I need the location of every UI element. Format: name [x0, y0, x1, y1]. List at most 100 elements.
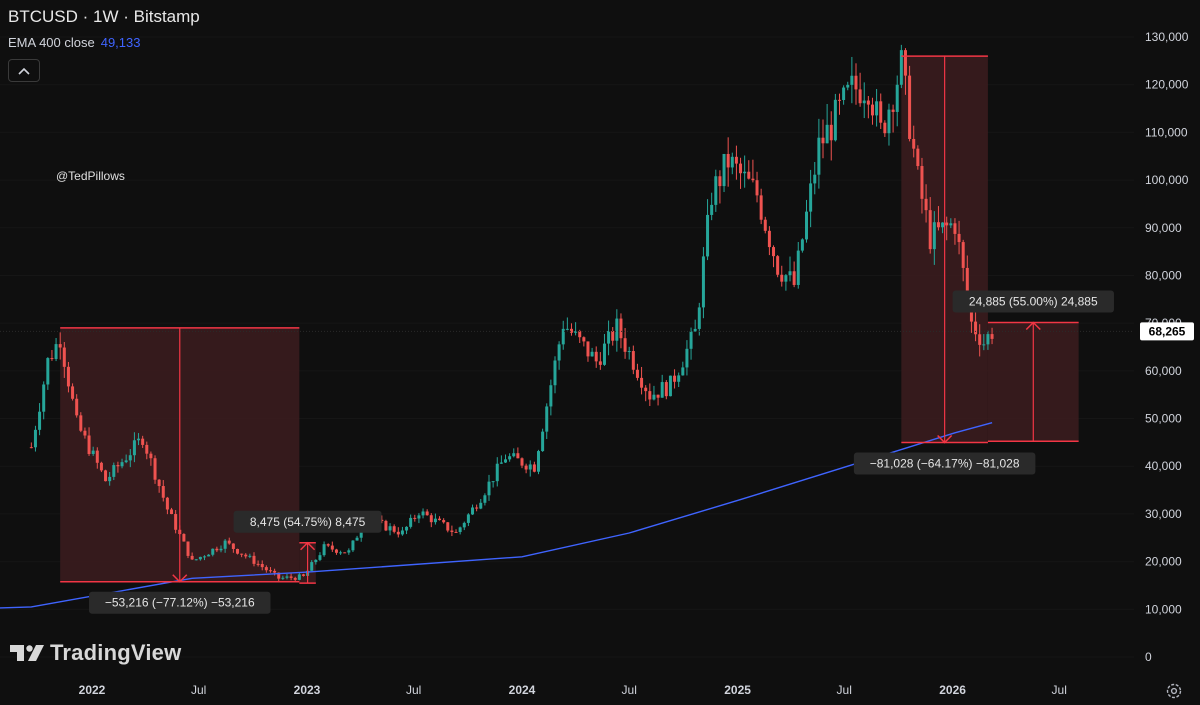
candle-body: [607, 330, 611, 344]
candle-body: [359, 530, 363, 538]
chevron-up-icon: [18, 67, 30, 75]
candle-body: [256, 563, 260, 565]
candle-body: [800, 239, 804, 251]
candle-body: [916, 148, 920, 167]
candle-body: [895, 84, 899, 112]
candle-body: [809, 183, 813, 212]
candle-body: [718, 176, 722, 187]
candle-body: [541, 431, 545, 452]
candle-body: [578, 331, 582, 338]
candle-body: [454, 531, 458, 533]
candle-body: [883, 122, 887, 134]
candle-body: [936, 222, 940, 228]
price-tick-label: 10,000: [1145, 602, 1182, 616]
candle-body: [557, 344, 561, 361]
price-tick-label: 20,000: [1145, 555, 1182, 569]
candle-body: [260, 564, 264, 568]
candle-body: [574, 331, 578, 333]
candle-body: [71, 386, 75, 399]
candle-body: [285, 576, 289, 578]
candle-body: [598, 361, 602, 365]
candle-body: [990, 334, 994, 339]
candle-body: [957, 233, 961, 243]
tradingview-logo[interactable]: TradingView: [10, 640, 181, 666]
candle-body: [730, 156, 734, 168]
candle-body: [392, 526, 396, 532]
candle-body: [33, 429, 37, 448]
candle-body: [982, 344, 986, 346]
candle-body: [759, 195, 763, 220]
candle-body: [450, 530, 454, 532]
candle-body: [660, 382, 664, 398]
candle-body: [462, 522, 466, 528]
candle-body: [132, 440, 136, 456]
candle-body: [648, 391, 652, 400]
candle-body: [928, 210, 932, 250]
candle-body: [58, 344, 62, 348]
measure-arrow-head: [172, 574, 188, 583]
candle-body: [701, 256, 705, 308]
candle-body: [429, 515, 433, 523]
candle-body: [409, 517, 413, 527]
candle-body: [817, 137, 821, 175]
candle-body: [289, 576, 293, 578]
time-tick-label: 2026: [939, 683, 966, 697]
time-tick-label: 2022: [79, 683, 106, 697]
candle-body: [644, 387, 648, 392]
candle-body: [186, 541, 190, 556]
candle-body: [903, 50, 907, 76]
candle-body: [405, 526, 409, 531]
candle-body: [602, 343, 606, 365]
measure-label-box: [233, 510, 382, 533]
candle-body: [417, 515, 421, 519]
candle-body: [924, 198, 928, 211]
candle-body: [854, 75, 858, 90]
candle-body: [227, 540, 231, 544]
candle-body: [635, 369, 639, 378]
candle-body: [273, 570, 277, 573]
time-tick-label: 2025: [724, 683, 751, 697]
candle-body: [965, 267, 969, 298]
candle-body: [223, 540, 227, 549]
candle-body: [631, 351, 635, 370]
collapse-legend-button[interactable]: [8, 59, 40, 82]
candle-body: [326, 544, 330, 546]
candle-body: [870, 104, 874, 116]
candle-body: [594, 351, 598, 362]
candle-body: [875, 101, 879, 116]
candle-body: [743, 171, 747, 174]
candle-body: [54, 344, 58, 359]
candle-body: [483, 495, 487, 503]
candle-body: [293, 577, 297, 580]
price-tick-label: 130,000: [1145, 30, 1189, 44]
time-axis[interactable]: 2022 Jul 2023 Jul 2024 Jul 2025 Jul 2026 Jul: [79, 683, 1067, 697]
candle-body: [42, 384, 46, 412]
indicator-legend[interactable]: EMA 400 close 49,133: [8, 35, 140, 50]
measure-label-box: [89, 591, 271, 614]
settings-gear-icon[interactable]: [1165, 682, 1183, 700]
price-axis[interactable]: 130,000 120,000 110,000 100,000 90,000 80,000…: [1140, 30, 1194, 664]
candle-body: [330, 545, 334, 550]
candle-body: [248, 555, 252, 557]
candle-body: [231, 543, 235, 549]
candle-body: [751, 178, 755, 181]
candle-body: [516, 453, 520, 459]
candle-body: [384, 520, 388, 531]
candle-body: [685, 348, 689, 368]
candle-body: [396, 531, 400, 535]
measure-tools[interactable]: −53,216 (−77.12%) −53,216 8,475 (54.75%) …: [60, 55, 1114, 614]
candle-body: [866, 100, 870, 105]
candle-body: [207, 554, 211, 557]
candle-body: [842, 87, 846, 100]
measure-label: −53,216 (−77.12%) −53,216: [105, 596, 255, 610]
candle-body: [318, 555, 322, 560]
time-tick-label: Jul: [837, 683, 852, 697]
candle-body: [438, 518, 442, 521]
symbol-title[interactable]: BTCUSD · 1W · Bitstamp: [8, 7, 200, 26]
candle-body: [549, 385, 553, 407]
candle-body: [400, 530, 404, 535]
candle-body: [235, 548, 239, 554]
candle-body: [582, 337, 586, 342]
candle-body: [528, 464, 532, 470]
